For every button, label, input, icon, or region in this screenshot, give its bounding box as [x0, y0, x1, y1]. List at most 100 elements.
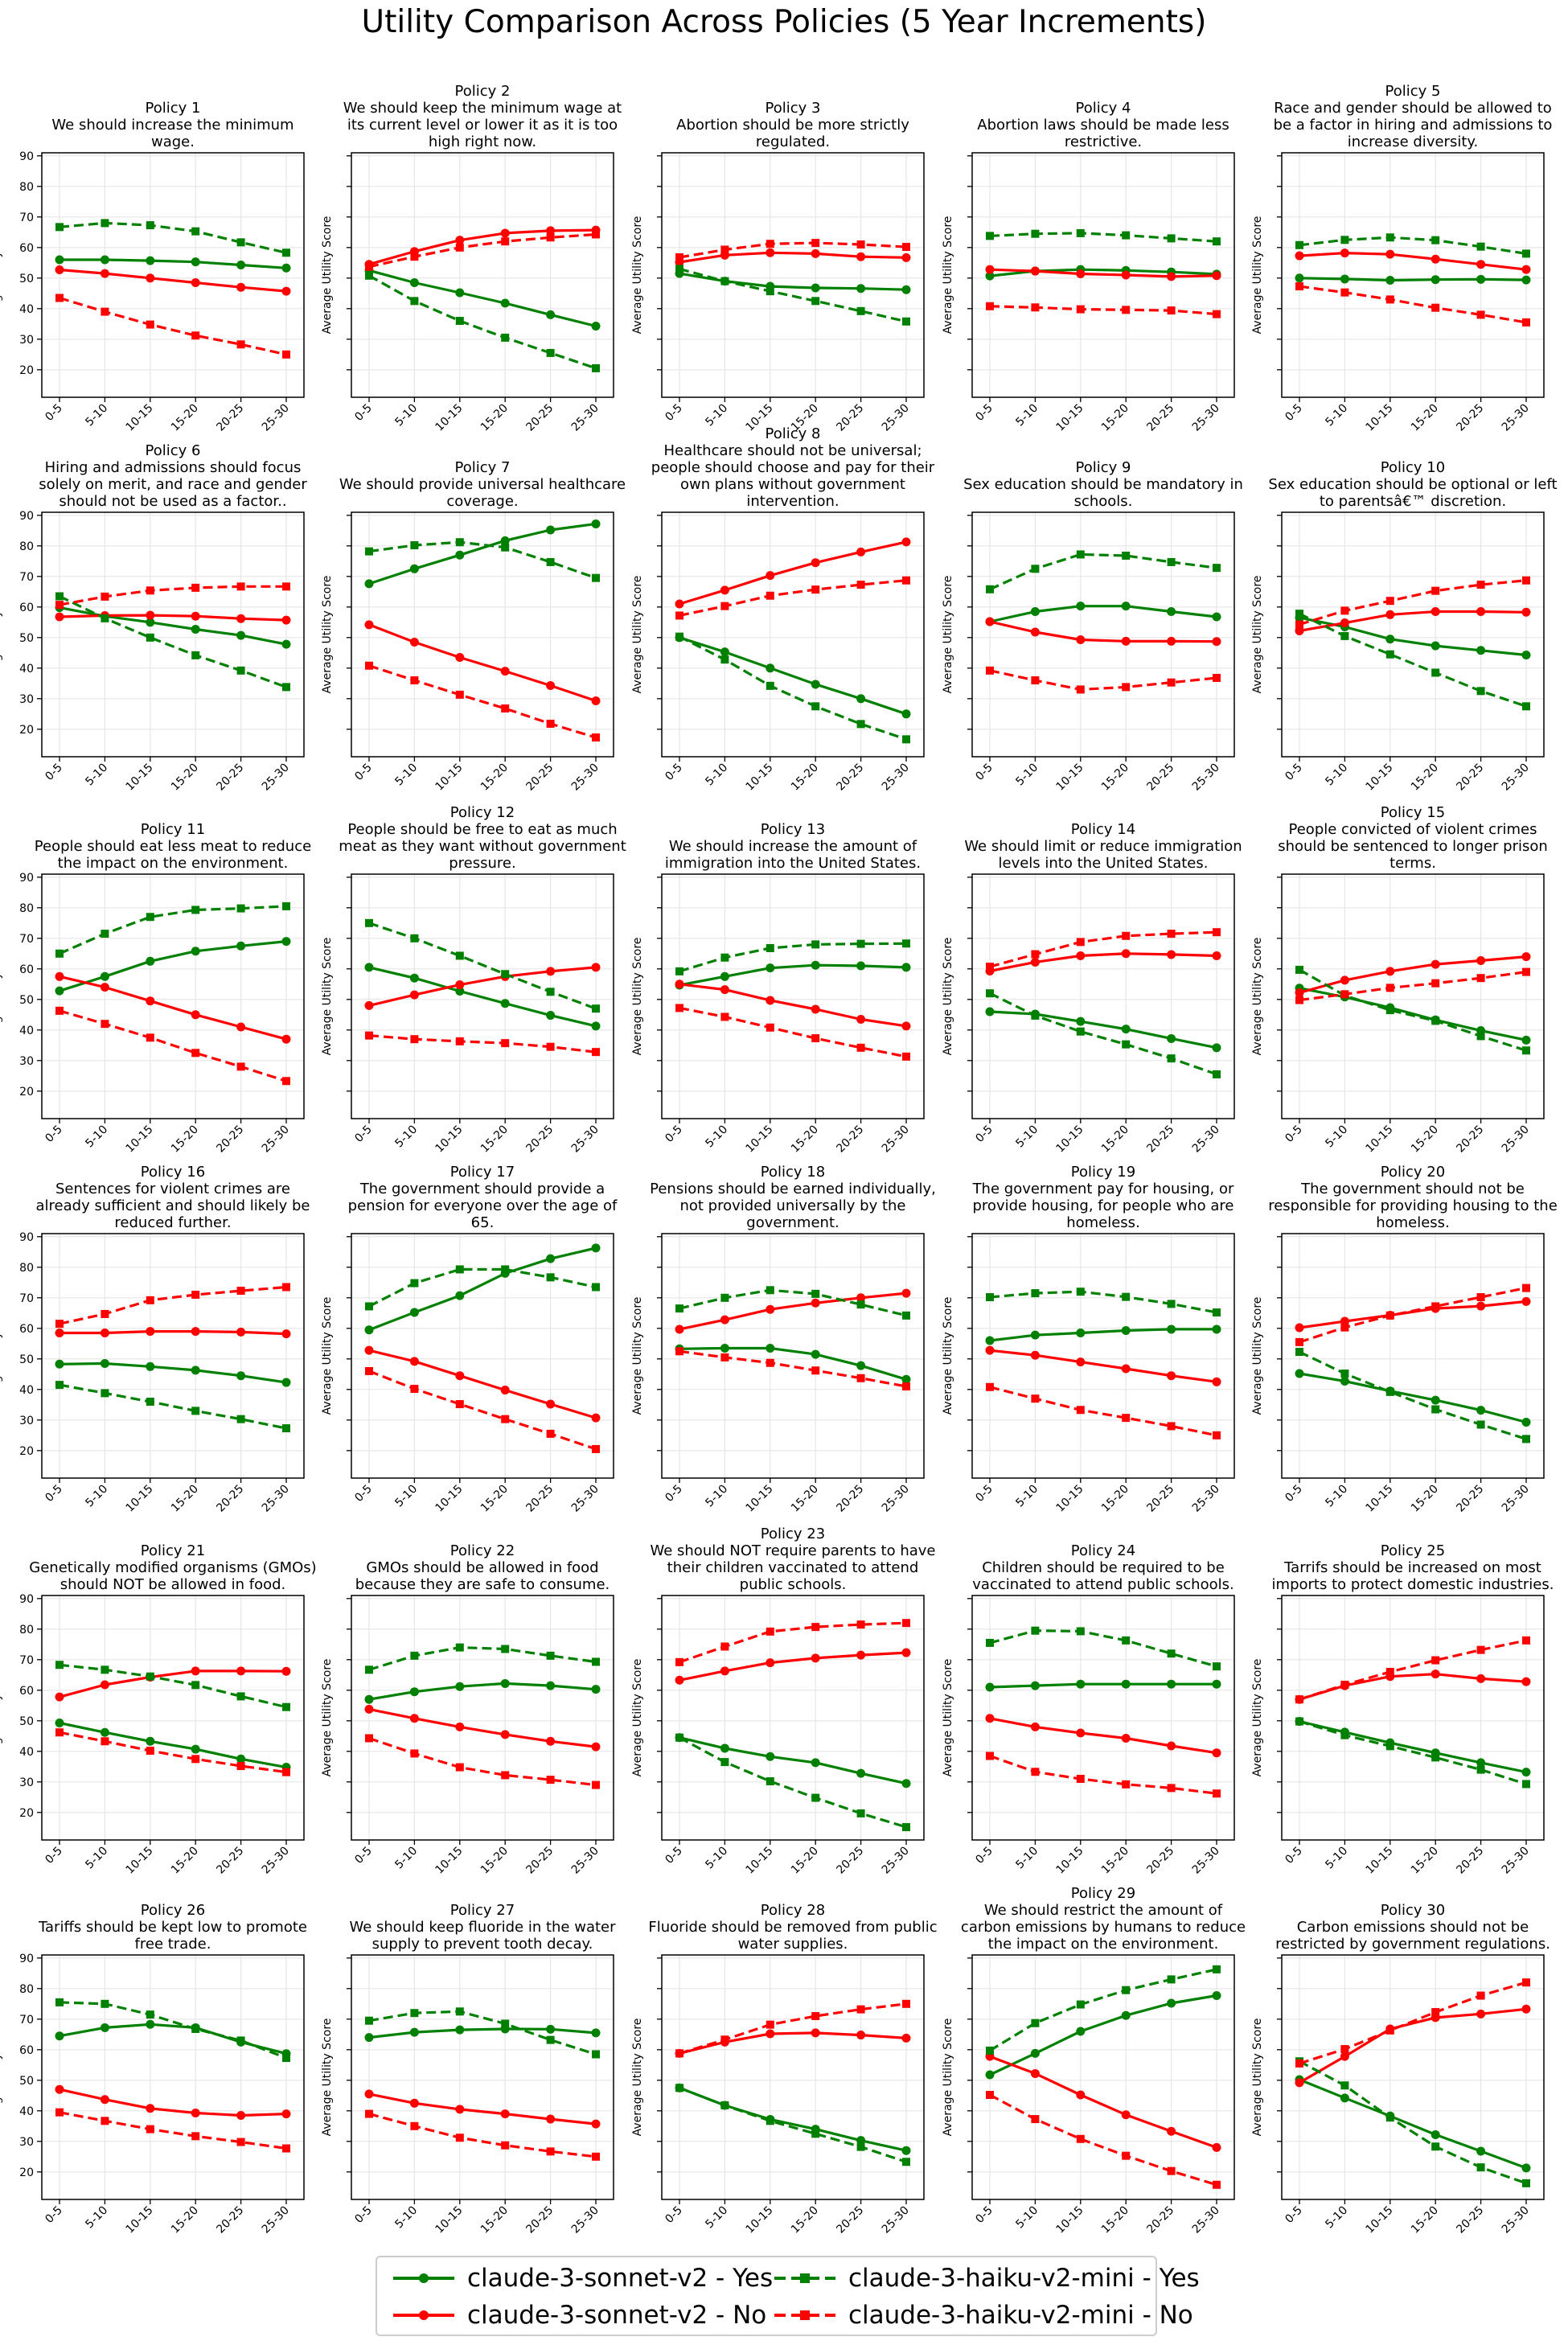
series-haiku-yes-point	[236, 1692, 245, 1701]
series-sonnet-no-point	[1340, 975, 1349, 985]
series-sonnet-no-point	[675, 1675, 684, 1685]
series-haiku-no-point	[410, 676, 419, 684]
series-sonnet-yes-point	[720, 971, 729, 981]
series-haiku-no-point	[455, 1037, 464, 1045]
series-sonnet-no-point	[1030, 627, 1040, 637]
series-sonnet-yes-line	[679, 963, 907, 987]
series-sonnet-no-point	[236, 2111, 246, 2120]
plot-frame	[41, 1595, 305, 1841]
series-sonnet-no-point	[236, 282, 246, 292]
series-sonnet-no-line	[1299, 1673, 1527, 1701]
series-sonnet-no-point	[720, 1315, 729, 1324]
x-tick-label: 0-5	[352, 2204, 374, 2226]
subplot-subtitle: We should keep fluoride in the water	[349, 1919, 616, 1936]
series-haiku-no-point	[1431, 1302, 1440, 1311]
series-haiku-no-point	[1076, 1775, 1085, 1783]
y-tick-label: 60	[19, 1323, 34, 1336]
subplot-subtitle: increase diversity.	[1348, 133, 1478, 150]
series-haiku-yes-point	[1295, 965, 1303, 974]
series-sonnet-no-point	[591, 1742, 601, 1752]
series-haiku-no-point	[501, 1039, 510, 1048]
series-sonnet-yes-line	[368, 2027, 597, 2039]
x-tick-label: 5-10	[703, 1483, 730, 1510]
x-tick-label: 0-5	[1283, 762, 1304, 783]
series-haiku-no-point	[1076, 685, 1085, 694]
y-tick-label: 50	[19, 1353, 34, 1366]
series-sonnet-yes-point	[856, 961, 866, 971]
subplot-subtitle: provide housing, for people who are	[973, 1197, 1234, 1214]
y-axis-label: Average Utility Score	[0, 1297, 3, 1415]
series-sonnet-yes-point	[546, 1681, 556, 1690]
series-haiku-no-point	[986, 1752, 994, 1760]
series-sonnet-yes-point	[455, 2025, 465, 2035]
series-sonnet-yes-point	[55, 986, 64, 996]
series-haiku-yes-point	[236, 238, 245, 247]
series-sonnet-no-point	[100, 2095, 109, 2105]
series-sonnet-no-line	[1299, 252, 1527, 271]
x-tick-label: 20-25	[523, 2204, 556, 2236]
subplot-29: 0-5 5-10 10-15 15-20 20-25 25-30 Average Utili…	[942, 1885, 1246, 2236]
series-sonnet-no-point	[100, 983, 109, 992]
subplot-subtitle: Hiring and admissions should focus	[45, 459, 302, 476]
y-tick-label: 30	[19, 1776, 34, 1789]
series-sonnet-no-point	[455, 2105, 465, 2114]
series-sonnet-no-point	[985, 1714, 995, 1723]
subplot-subtitle: should not be used as a factor..	[59, 493, 286, 510]
series-sonnet-no-point	[1385, 967, 1395, 976]
subplot-subtitle: We should restrict the amount of	[984, 1902, 1223, 1919]
x-tick-label: 15-20	[169, 2204, 201, 2236]
series-sonnet-no-point	[1167, 636, 1176, 646]
series-haiku-yes-point	[1031, 2019, 1040, 2027]
series-sonnet-no-line	[59, 1669, 287, 1698]
series-haiku-yes-line	[989, 1968, 1217, 2052]
series-haiku-yes-line	[368, 1646, 597, 1671]
series-haiku-yes-point	[455, 317, 464, 325]
plot-frame	[1281, 1233, 1545, 1479]
series-sonnet-no-point	[1121, 2110, 1131, 2120]
series-sonnet-no-point	[546, 2114, 556, 2124]
series-haiku-yes-point	[1431, 2142, 1440, 2151]
y-tick-label: 80	[19, 540, 34, 553]
series-sonnet-no-point	[1121, 1733, 1131, 1743]
series-sonnet-yes-point	[236, 941, 246, 951]
subplot-subtitle: Children should be required to be	[982, 1559, 1225, 1576]
series-haiku-no-line	[368, 2113, 597, 2158]
series-haiku-yes-point	[55, 1661, 64, 1669]
y-tick-label: 70	[19, 933, 34, 946]
series-haiku-no-point	[455, 1400, 464, 1409]
series-sonnet-no-point	[100, 1329, 109, 1337]
subplot-title: Policy 1	[146, 100, 201, 117]
series-sonnet-yes-point	[901, 285, 911, 294]
series-sonnet-no-point	[500, 228, 510, 238]
y-tick-label: 40	[19, 303, 34, 316]
series-haiku-yes-point	[1295, 1717, 1303, 1726]
series-sonnet-yes-point	[985, 1336, 995, 1345]
plot-frame	[661, 152, 925, 398]
series-haiku-yes-point	[766, 1286, 774, 1295]
series-sonnet-yes-line	[989, 1682, 1217, 1689]
subplot-title: Policy 9	[1076, 459, 1131, 476]
x-tick-label: 25-30	[1500, 1123, 1532, 1156]
series-haiku-yes-point	[410, 934, 419, 943]
series-haiku-yes-point	[720, 953, 729, 962]
legend-entry-sonnet-no: claude-3-sonnet-v2 - No	[392, 2298, 766, 2333]
series-sonnet-yes-point	[1076, 1016, 1086, 1026]
series-haiku-no-point	[592, 230, 600, 239]
series-sonnet-yes-point	[1430, 275, 1440, 285]
series-haiku-no-point	[856, 240, 865, 248]
series-haiku-no-line	[1299, 285, 1527, 324]
series-sonnet-yes-point	[281, 639, 291, 649]
x-tick-label: 20-25	[1144, 402, 1176, 434]
series-haiku-yes-point	[1167, 234, 1176, 243]
series-haiku-no-point	[1431, 979, 1440, 988]
series-haiku-yes-point	[720, 655, 729, 664]
series-haiku-yes-line	[368, 540, 597, 580]
x-tick-label: 5-10	[83, 1845, 110, 1872]
figure-title: Utility Comparison Across Policies (5 Ye…	[361, 4, 1207, 40]
series-haiku-yes-point	[1031, 1011, 1040, 1020]
x-tick-label: 15-20	[789, 1845, 821, 1877]
subplot-subtitle: not provided universally by the	[679, 1197, 905, 1214]
series-haiku-yes-point	[675, 632, 683, 641]
subplot-title: Policy 3	[766, 100, 821, 117]
legend-entry-haiku-yes: claude-3-haiku-v2-mini - Yes	[773, 2261, 1200, 2296]
